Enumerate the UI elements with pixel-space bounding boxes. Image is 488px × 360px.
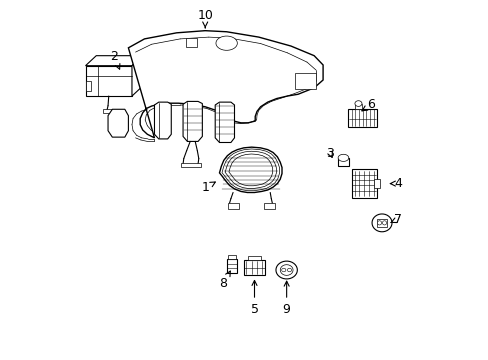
Polygon shape [228,203,239,208]
Text: 10: 10 [197,9,213,28]
Text: 2: 2 [110,50,120,69]
Polygon shape [103,109,112,113]
Text: 5: 5 [250,280,258,316]
Polygon shape [85,66,132,96]
Polygon shape [287,268,291,272]
Polygon shape [247,256,260,260]
Polygon shape [85,81,91,91]
Polygon shape [181,163,201,167]
Polygon shape [85,56,142,66]
Polygon shape [354,101,361,107]
Polygon shape [382,221,386,225]
Polygon shape [294,73,315,89]
Polygon shape [281,268,285,272]
Polygon shape [226,259,237,273]
Polygon shape [337,154,348,161]
Text: 9: 9 [282,281,290,316]
Polygon shape [185,38,197,47]
Polygon shape [132,56,142,96]
Polygon shape [216,36,237,50]
Polygon shape [264,203,274,208]
Polygon shape [337,158,348,166]
Polygon shape [275,261,297,279]
Polygon shape [377,221,381,225]
Polygon shape [201,33,208,41]
Polygon shape [244,260,264,275]
Text: 4: 4 [389,177,401,190]
Polygon shape [351,169,376,198]
Text: 1: 1 [201,181,215,194]
Text: 3: 3 [325,147,333,160]
Polygon shape [228,255,235,259]
Polygon shape [154,102,171,139]
Polygon shape [108,109,128,137]
Polygon shape [128,31,323,138]
Polygon shape [183,102,202,141]
Polygon shape [219,147,282,193]
Polygon shape [215,102,234,143]
Polygon shape [347,109,376,127]
Polygon shape [354,104,362,109]
Polygon shape [371,214,391,232]
Polygon shape [201,31,208,36]
Text: 7: 7 [390,213,401,226]
Polygon shape [373,179,379,188]
Text: 6: 6 [361,99,374,112]
Text: 8: 8 [219,271,230,290]
